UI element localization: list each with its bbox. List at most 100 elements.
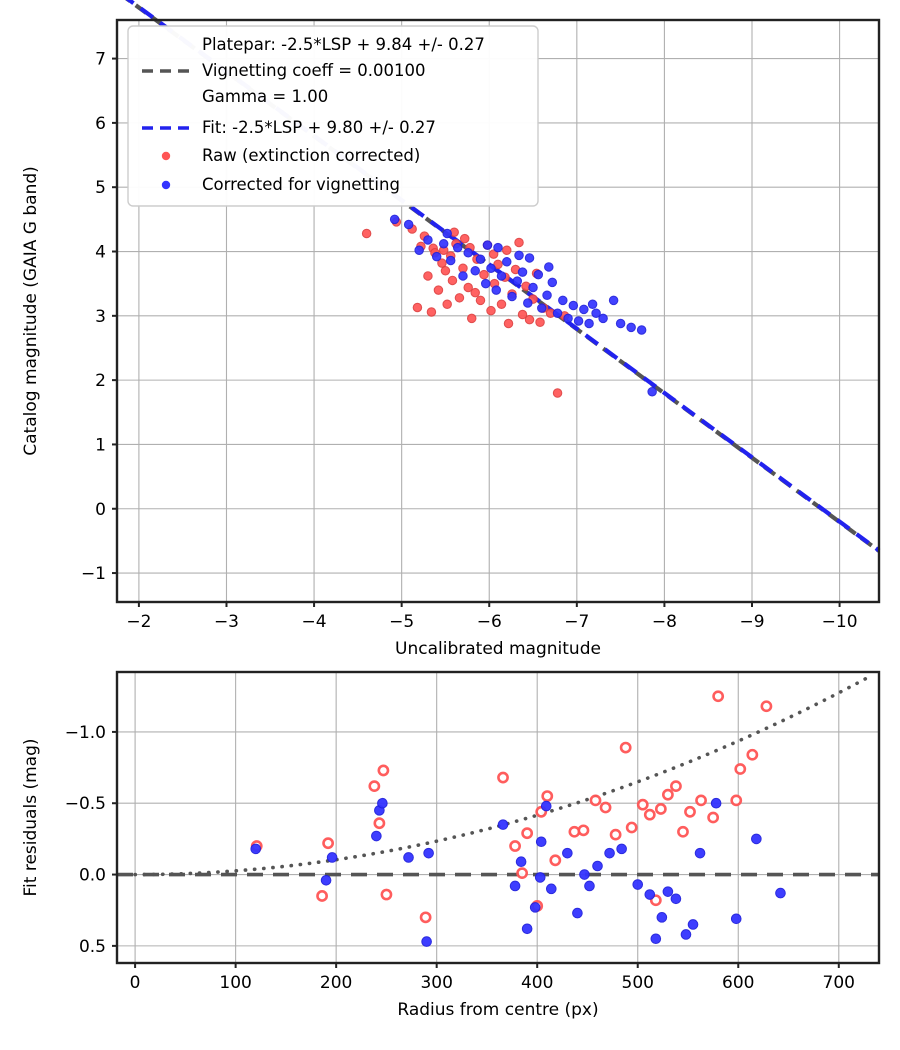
top-ytick-label-0: −1: [81, 564, 106, 584]
data-point: [466, 313, 477, 324]
residual-point: [712, 690, 725, 703]
top-xtick-label-5: −7: [564, 612, 589, 632]
data-point: [412, 302, 423, 313]
residual-point: [730, 913, 742, 925]
data-point: [537, 303, 547, 313]
data-point: [512, 276, 523, 286]
residual-point: [419, 911, 432, 924]
residual-point: [515, 856, 527, 868]
legend-label-1: Vignetting coeff = 0.00100: [202, 61, 426, 80]
residual-point: [662, 886, 674, 897]
residual-point: [516, 867, 529, 880]
data-point: [517, 309, 528, 320]
legend-label-5: Corrected for vignetting: [202, 175, 400, 194]
legend-label-4: Raw (extinction corrected): [202, 146, 420, 165]
residual-point: [644, 889, 656, 900]
residual-point: [403, 852, 414, 863]
data-point: [475, 254, 486, 264]
residual-point: [695, 794, 707, 807]
residual-point: [316, 890, 328, 902]
data-point: [523, 298, 533, 308]
data-point: [524, 253, 535, 263]
data-point: [533, 269, 544, 280]
data-point: [423, 271, 433, 281]
residual-point: [632, 879, 644, 890]
top-ytick-label-3: 2: [95, 371, 106, 391]
residual-point: [643, 808, 656, 821]
bottom-yaxis-label: Fit residuals (mag): [21, 739, 41, 897]
data-point: [454, 293, 465, 303]
top-xtick-label-6: −8: [652, 612, 677, 632]
top-xtick-label-4: −6: [477, 612, 502, 632]
data-point: [535, 317, 545, 328]
top-ytick-label-6: 5: [95, 178, 106, 198]
bottom-ytick-label-1: 0.0: [79, 866, 106, 886]
top-ytick-label-5: 4: [95, 243, 106, 263]
top-xtick-label-3: −5: [389, 612, 414, 632]
residual-point: [604, 847, 615, 859]
residual-point: [775, 887, 786, 899]
residual-point: [572, 907, 583, 919]
top-plot-frame: [115, 18, 881, 604]
top-xtick-label-0: −2: [126, 612, 151, 632]
residual-point: [326, 852, 338, 863]
top-xtick-label-8: −10: [822, 612, 858, 632]
data-point: [438, 239, 449, 249]
residual-point: [509, 880, 521, 892]
residual-point: [656, 912, 668, 923]
residual-point: [710, 797, 722, 809]
bottom-xtick-label-5: 500: [622, 973, 654, 993]
data-point: [496, 271, 507, 281]
residual-point: [380, 888, 393, 901]
data-point: [615, 318, 626, 329]
data-point: [544, 262, 554, 272]
data-point: [440, 266, 451, 276]
data-point: [459, 233, 470, 244]
top-series-corrected: [389, 214, 657, 397]
residual-point: [368, 780, 381, 793]
residual-point: [529, 902, 541, 913]
data-point: [507, 291, 517, 302]
data-point: [524, 314, 535, 325]
residual-point: [694, 847, 706, 859]
data-point: [587, 299, 598, 309]
data-point: [502, 257, 512, 267]
data-point: [528, 282, 538, 293]
residual-point: [589, 794, 602, 807]
data-point: [463, 282, 473, 293]
data-point: [486, 305, 496, 316]
legend-sample-marker-4: [161, 151, 171, 161]
residual-point: [599, 801, 612, 814]
residual-point: [619, 741, 632, 754]
legend-label-2: Gamma = 1.00: [202, 87, 328, 106]
data-point: [463, 248, 473, 258]
data-point: [558, 295, 568, 306]
data-point: [486, 263, 496, 273]
data-point: [447, 275, 458, 286]
data-point: [502, 245, 512, 255]
residual-point: [734, 763, 747, 775]
data-point: [431, 251, 442, 262]
residual-point: [616, 843, 627, 855]
data-point: [647, 386, 657, 397]
legend-sample-marker-5: [161, 180, 171, 190]
data-point: [573, 316, 584, 326]
residual-point: [760, 700, 773, 713]
data-point: [563, 313, 573, 324]
data-point: [482, 240, 493, 250]
residual-point: [545, 883, 557, 895]
data-point: [389, 214, 400, 225]
residual-point: [661, 788, 674, 801]
residual-point: [521, 827, 534, 840]
residual-point: [625, 821, 638, 834]
top-ytick-label-4: 3: [95, 307, 106, 327]
bottom-xaxis-label: Radius from centre (px): [397, 1000, 598, 1020]
bottom-series-corrected: [250, 797, 786, 947]
residual-point: [680, 929, 692, 940]
data-point: [503, 318, 514, 329]
data-point: [458, 271, 468, 281]
data-point: [584, 318, 594, 329]
data-point: [470, 287, 480, 298]
top-xtick-label-2: −4: [302, 612, 327, 632]
